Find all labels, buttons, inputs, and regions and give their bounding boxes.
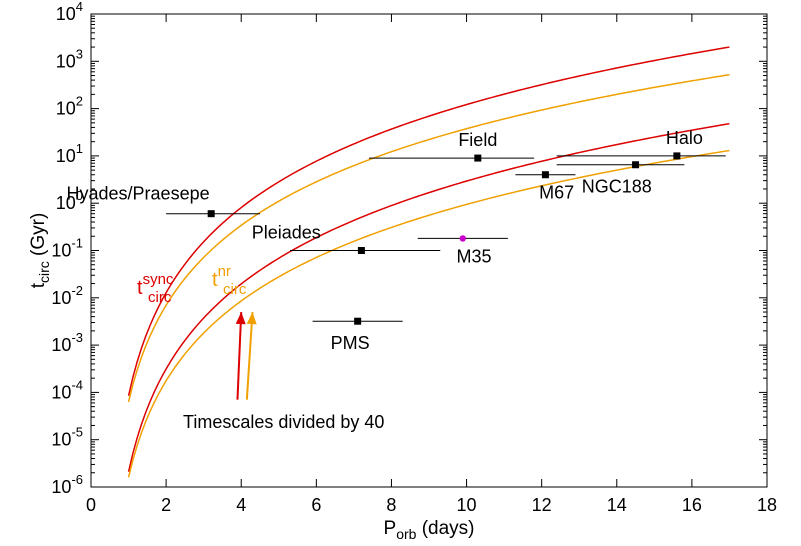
y-tick-label: 103 [56, 46, 83, 71]
clusters-layer: Hyades/Praesepe Pleiades M35 PMS Field M67 NGC… [67, 128, 726, 353]
x-tick-label: 6 [311, 495, 321, 515]
y-tick-label: 102 [56, 94, 83, 119]
point-halo [673, 152, 681, 160]
y-tick-label: 101 [56, 141, 83, 166]
y-tick-label: 10-5 [51, 425, 83, 450]
y-tick-label: 10-2 [51, 283, 83, 308]
cluster-label: NGC188 [582, 177, 652, 197]
curves-layer [127, 46, 730, 478]
cluster-label: PMS [331, 333, 370, 353]
point-field [474, 154, 482, 162]
divided-annotation: Timescales divided by 40 [183, 412, 384, 432]
y-tick-label: 104 [56, 0, 83, 24]
arrow-1 [245, 311, 254, 400]
y-tick-label: 10-4 [51, 377, 83, 402]
cluster-label: Halo [666, 128, 703, 148]
labels-layer: Porb (days) tcirc (Gyr) tsync circ tnr circ Ti… [28, 213, 475, 542]
cluster-label: Field [458, 130, 497, 150]
point-hyades-praesepe [207, 210, 215, 218]
arrows-layer [235, 311, 257, 400]
curve-nr-div40 [127, 149, 730, 478]
cluster-label: Hyades/Praesepe [67, 184, 210, 204]
x-tick-label: 2 [161, 495, 171, 515]
x-tick-label: 18 [757, 495, 777, 515]
cluster-label: Pleiades [252, 223, 321, 243]
x-tick-label: 4 [236, 495, 246, 515]
x-tick-label: 10 [457, 495, 477, 515]
cluster-label: M35 [457, 246, 492, 266]
axes-layer: 0 2 4 6 8 10 12 14 16 18 10-6 10-5 10-4 10-3 10-2 10-1 1… [51, 0, 777, 515]
tnr-annotation: tnr circ [212, 263, 247, 298]
cluster-label: M67 [539, 183, 574, 203]
curve-sync-full [127, 46, 730, 396]
y-axis-label: tcirc (Gyr) [28, 213, 52, 289]
x-tick-label: 0 [86, 495, 96, 515]
y-tick-label: 10-1 [51, 236, 83, 261]
arrow-0 [236, 311, 243, 400]
point-pms [354, 317, 362, 325]
point-m35 [459, 235, 466, 242]
y-tick-label: 100 [56, 188, 83, 213]
x-tick-label: 12 [532, 495, 552, 515]
x-tick-label: 16 [682, 495, 702, 515]
x-axis-label: Porb (days) [384, 518, 475, 542]
tsync-annotation: tsync circ [137, 271, 174, 306]
curve-nr-full [127, 73, 730, 403]
x-tick-label: 8 [386, 495, 396, 515]
point-m67 [541, 171, 549, 179]
curve-sync-div40 [127, 122, 730, 472]
point-pleiades [357, 247, 365, 254]
x-tick-label: 14 [607, 495, 627, 515]
arrow-head-1 [246, 312, 257, 325]
point-ngc188 [632, 161, 640, 169]
y-tick-label: 10-3 [51, 330, 83, 355]
arrow-head-0 [235, 312, 246, 325]
y-tick-label: 10-6 [51, 472, 83, 497]
